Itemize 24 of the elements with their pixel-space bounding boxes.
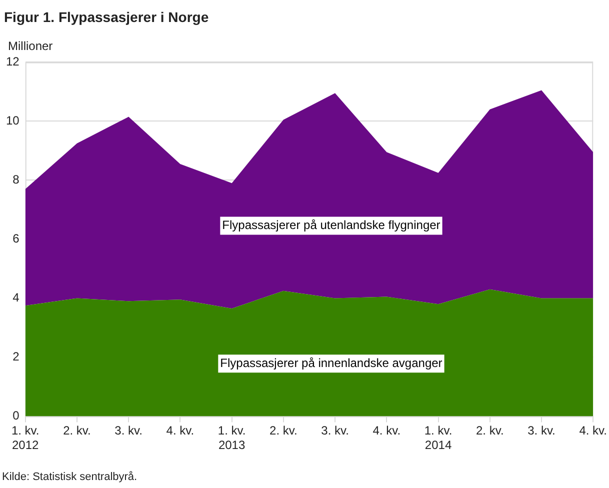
x-tick-label: 4. kv.	[166, 424, 194, 438]
y-axis-title: Millioner	[8, 38, 53, 54]
y-tick-label: 2	[12, 350, 20, 364]
y-tick-label: 8	[12, 172, 20, 187]
y-tick-label: 6	[12, 232, 20, 246]
x-tick-label: 2. kv.	[63, 424, 91, 438]
x-tick-label: 2. kv.	[476, 424, 504, 438]
y-tick-label: 12	[6, 54, 20, 69]
x-tick-label: 1. kv. 2012	[11, 424, 40, 452]
x-tick-label: 2. kv.	[270, 424, 298, 438]
y-tick-label: 0	[12, 408, 20, 423]
x-tick-label: 1. kv. 2013	[218, 424, 246, 452]
text: Kilde: Statistisk sentralbyrå.	[2, 470, 138, 484]
y-tick-label: 10	[6, 114, 20, 128]
y-tick-label: 4	[12, 290, 20, 305]
x-tick-label: 4. kv.	[579, 424, 608, 438]
series-label: Flypassasjerer på utenlandske flygninger	[222, 218, 440, 232]
x-tick-label: 3. kv.	[528, 424, 556, 438]
x-tick-label: 4. kv.	[372, 424, 401, 438]
series-label: Flypassasjerer på innenlandske avganger	[220, 356, 442, 370]
x-tick-label: 1. kv. 2014	[424, 424, 452, 452]
x-tick-label: 3. kv.	[321, 424, 349, 438]
chart-title: Figur 1. Flypassasjerer i Norge	[4, 8, 209, 27]
x-tick-label: 3. kv.	[114, 424, 142, 438]
